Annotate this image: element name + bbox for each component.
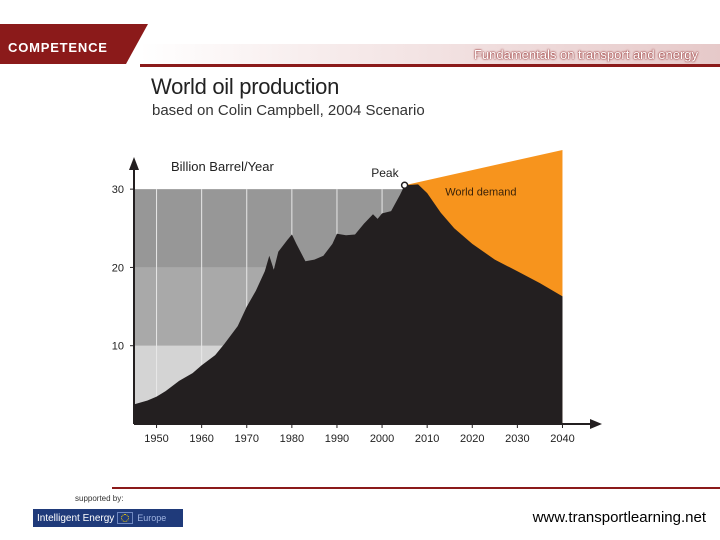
production-area (134, 184, 563, 424)
chart-title: World oil production (151, 74, 340, 99)
y-tick-label-30: 30 (112, 184, 124, 196)
x-tick-label-1950: 1950 (144, 433, 168, 445)
x-tick-label-2030: 2030 (505, 433, 529, 445)
x-tick-labels: 1950 1960 1970 1980 1990 2000 2010 2020 2030 2040 (144, 424, 575, 445)
x-tick-label-1990: 1990 (325, 433, 349, 445)
sponsor-name: Intelligent Energy (37, 512, 115, 524)
sponsor-region: Europe (137, 513, 167, 523)
brand-logo-text: COMPETENCE (8, 40, 108, 55)
x-tick-label-2040: 2040 (550, 433, 574, 445)
brand-banner: COMPETENCE (0, 24, 148, 64)
y-axis-label: Billion Barrel/Year (171, 159, 275, 174)
y-axis-arrow (129, 157, 139, 170)
x-tick-label-1970: 1970 (235, 433, 259, 445)
y-tick-label-20: 20 (112, 262, 124, 274)
y-tick-label-10: 10 (112, 341, 124, 353)
header-rule (140, 44, 720, 67)
axes (129, 157, 602, 429)
supported-by-text: supported by: (75, 494, 124, 503)
chart-subtitle: based on Colin Campbell, 2004 Scenario (152, 102, 425, 119)
x-tick-label-2000: 2000 (370, 433, 394, 445)
subject-title: Fundamentals on transport and energy (473, 47, 698, 62)
eu-flag-icon (117, 512, 134, 524)
peak-label: Peak (371, 166, 399, 180)
peak-marker (400, 181, 409, 189)
y-tick-labels: 10 20 30 (112, 184, 134, 353)
brand-banner-shape: COMPETENCE (0, 24, 148, 64)
x-tick-label-2010: 2010 (415, 433, 439, 445)
website-link[interactable]: www.transportlearning.net (532, 509, 706, 526)
intelligent-energy-logo: Intelligent Energy Europe (33, 509, 183, 527)
x-tick-label-2020: 2020 (460, 433, 484, 445)
footer-rule (112, 487, 720, 489)
x-tick-label-1960: 1960 (189, 433, 213, 445)
world-demand-label: World demand (445, 186, 516, 198)
x-axis-arrow (590, 419, 602, 429)
x-tick-label-1980: 1980 (280, 433, 304, 445)
